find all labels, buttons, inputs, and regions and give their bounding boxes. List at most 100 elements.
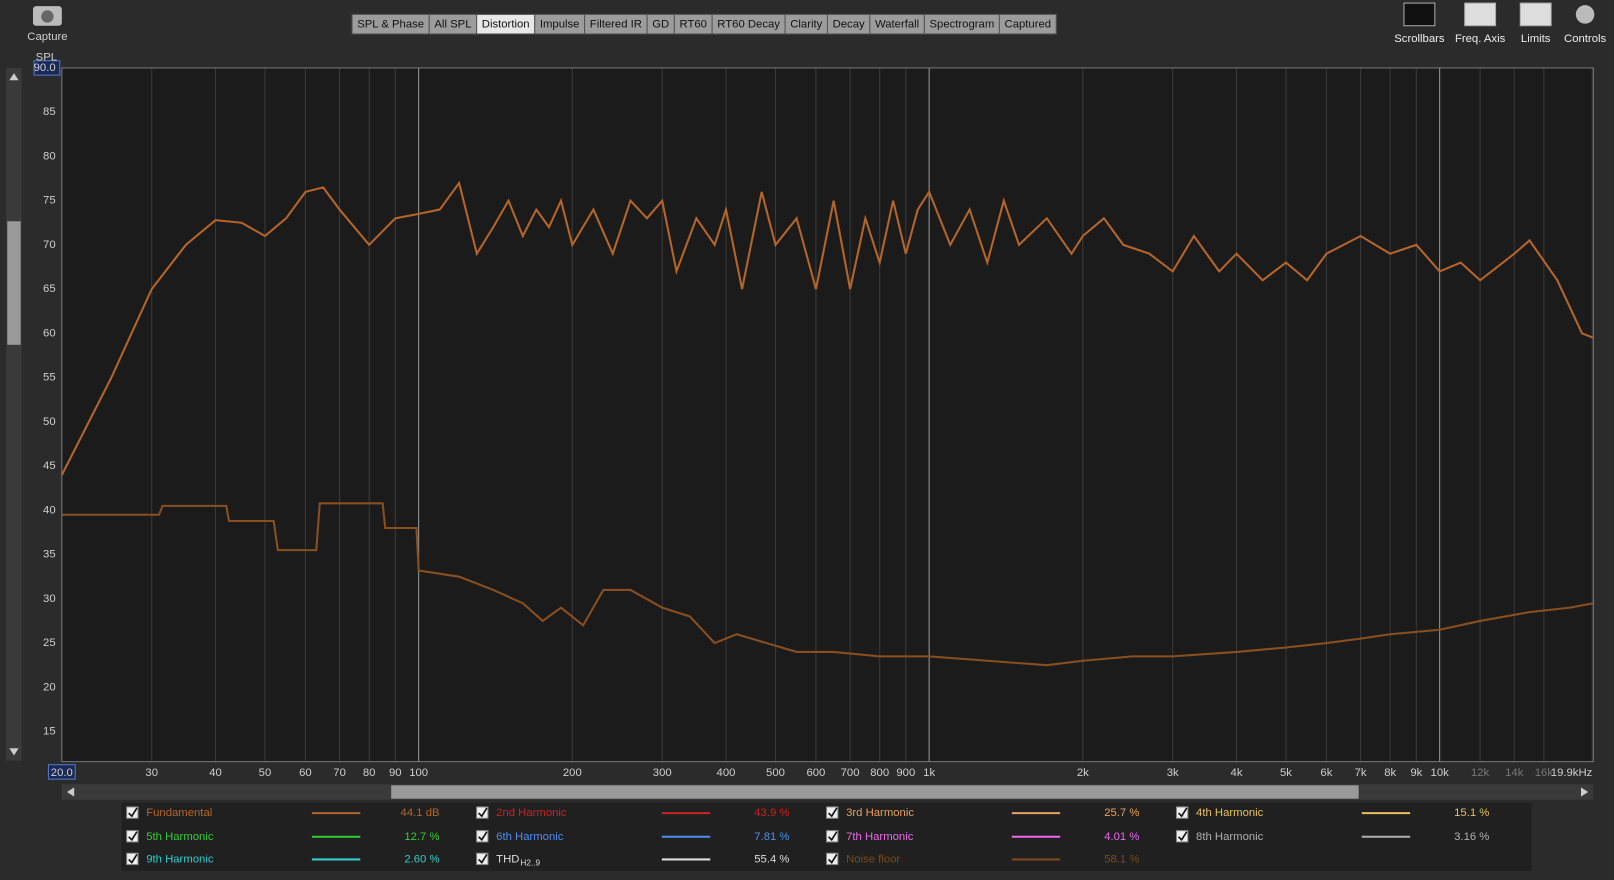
legend-reading: 12.7 % — [404, 831, 439, 843]
x-tick-label: 400 — [717, 767, 736, 779]
checkbox[interactable] — [476, 852, 489, 866]
tab-label: RT60 Decay — [717, 19, 780, 31]
x-tick-label: 6k — [1320, 767, 1332, 779]
x-tick-label: 2k — [1077, 767, 1089, 779]
tab-label: Distortion — [482, 19, 530, 31]
check-mark — [128, 831, 138, 842]
check-mark — [1177, 831, 1188, 842]
tab-label: Captured — [1005, 19, 1052, 31]
legend-item[interactable]: 5th Harmonic 12.7 % — [126, 830, 440, 843]
legend-label: 5th Harmonic — [146, 831, 214, 843]
tab-label: Clarity — [790, 19, 822, 31]
x-tick-label: 14k — [1505, 767, 1524, 779]
x-tick-label: 19.9kHz — [1551, 767, 1593, 779]
y-tick-label: 30 — [43, 593, 56, 605]
tab[interactable]: Captured — [998, 13, 1057, 35]
x-tick-label: 90 — [389, 767, 402, 779]
scroll-thumb[interactable] — [7, 221, 21, 345]
x-tick-label: 800 — [870, 767, 889, 779]
tab-label: Filtered IR — [590, 19, 642, 31]
scroll-thumb[interactable] — [391, 785, 1359, 799]
checkbox[interactable] — [1175, 830, 1189, 843]
legend-label: Fundamental — [146, 807, 212, 819]
x-tick-label: 8k — [1384, 767, 1396, 779]
check-mark — [128, 807, 138, 818]
legend-label: 4th Harmonic — [1196, 807, 1264, 819]
x-tick-label: 900 — [896, 767, 915, 779]
vertical-scrollbar[interactable] — [6, 67, 22, 761]
series-line — [60, 180, 1594, 476]
legend-reading: 2.60 % — [404, 853, 439, 865]
checkbox[interactable] — [476, 830, 489, 843]
checkbox[interactable] — [1175, 806, 1189, 819]
tool-button[interactable]: Limits — [1519, 2, 1552, 45]
tab[interactable]: RT60 — [673, 13, 713, 35]
tool-icon — [1464, 2, 1497, 27]
capture-button[interactable]: Capture — [27, 6, 68, 43]
tab[interactable]: Clarity — [784, 13, 828, 35]
legend-item[interactable]: 9th Harmonic 2.60 % — [126, 852, 440, 866]
x-tick-label: 16k — [1535, 767, 1554, 779]
y-tick-label: 25 — [43, 637, 56, 649]
tool-icon — [1519, 2, 1552, 27]
tool-button[interactable]: Freq. Axis — [1455, 2, 1506, 45]
tab[interactable]: RT60 Decay — [711, 13, 786, 35]
legend-item[interactable]: 6th Harmonic 7.81 % — [476, 830, 790, 843]
tab[interactable]: Waterfall — [869, 13, 925, 35]
tool-icon — [1403, 2, 1436, 27]
x-tick-label: 60 — [299, 767, 312, 779]
tool-button[interactable]: Controls — [1564, 3, 1607, 45]
tab[interactable]: Decay — [826, 13, 871, 35]
tab-label: Waterfall — [875, 19, 919, 31]
x-tick-label: 7k — [1355, 767, 1367, 779]
check-mark — [828, 853, 838, 864]
legend-item[interactable]: 4th Harmonic 15.1 % — [1175, 806, 1489, 819]
tab[interactable]: All SPL — [428, 13, 478, 35]
plot-area — [61, 67, 1594, 762]
x-tick-label: 5k — [1280, 767, 1292, 779]
tab-bg — [998, 13, 1057, 35]
x-tick-box — [47, 764, 76, 780]
tab[interactable]: Filtered IR — [584, 13, 648, 35]
legend-item[interactable]: 3rd Harmonic 25.7 % — [826, 806, 1140, 819]
horizontal-scrollbar[interactable] — [61, 784, 1594, 800]
legend-item[interactable]: THD H2..9 55.4 % — [476, 852, 790, 868]
legend-label: THD — [496, 853, 519, 865]
tab[interactable]: Impulse — [534, 13, 586, 35]
checkbox[interactable] — [826, 852, 839, 866]
tab-label: Impulse — [540, 19, 580, 31]
toolbar-right: Scrollbars Freq. Axis Limits Controls — [1394, 2, 1607, 45]
checkbox[interactable] — [126, 852, 139, 866]
legend-label: 9th Harmonic — [146, 853, 214, 865]
tab[interactable]: Spectrogram — [923, 13, 1000, 35]
tab[interactable]: GD — [646, 13, 675, 35]
axes: 15 20 25 30 35 40 45 50 55 60 65 70 75 80 85 90.0 20.0 30… — [33, 60, 1594, 780]
checkbox[interactable] — [476, 806, 489, 819]
legend: Fundamental 44.1 dB 2nd Harmonic 43.9 % 3rd … — [126, 806, 1489, 868]
legend-item[interactable]: 2nd Harmonic 43.9 % — [476, 806, 790, 819]
x-tick-label: 4k — [1231, 767, 1243, 779]
x-tick-label: 500 — [766, 767, 785, 779]
checkbox[interactable] — [126, 806, 139, 819]
checkbox[interactable] — [126, 830, 139, 843]
legend-reading: 25.7 % — [1104, 807, 1139, 819]
checkbox[interactable] — [826, 830, 839, 843]
check-mark — [128, 853, 138, 864]
legend-reading: 15.1 % — [1454, 807, 1489, 819]
legend-item[interactable]: 8th Harmonic 3.16 % — [1175, 830, 1489, 843]
x-tick-label: 600 — [806, 767, 825, 779]
y-tick-label: 45 — [43, 460, 56, 472]
plot-frame — [61, 67, 1594, 763]
legend-item[interactable]: 7th Harmonic 4.01 % — [826, 830, 1140, 843]
tab[interactable]: SPL & Phase — [351, 13, 430, 35]
x-tick-label: 300 — [653, 767, 672, 779]
y-tick-label: 85 — [43, 106, 56, 118]
legend-label: 2nd Harmonic — [496, 807, 567, 819]
tool-button[interactable]: Scrollbars — [1394, 2, 1445, 45]
legend-item[interactable]: Fundamental 44.1 dB — [126, 806, 440, 819]
tab[interactable]: Distortion — [476, 13, 536, 35]
legend-item[interactable]: Noise floor 58.1 % — [826, 852, 1140, 866]
checkbox[interactable] — [826, 806, 839, 819]
check-mark — [828, 831, 838, 842]
legend-reading: 58.1 % — [1104, 853, 1139, 865]
